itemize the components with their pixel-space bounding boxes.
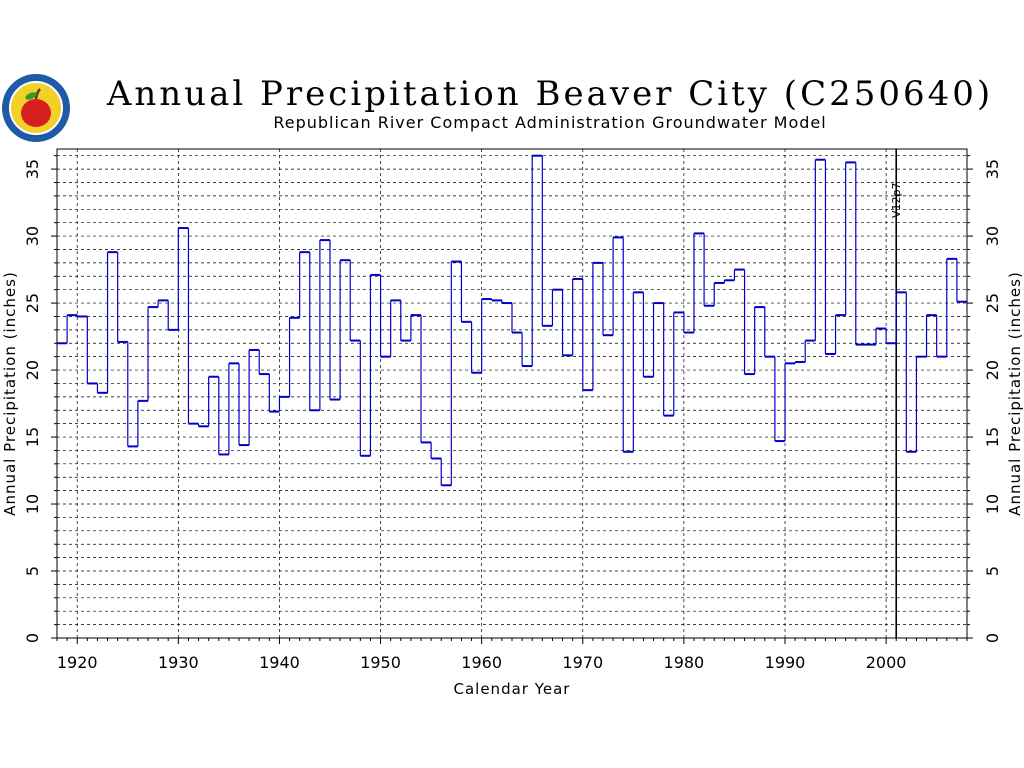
- x-tick-label: 1980: [664, 653, 705, 672]
- series-layer: [57, 154, 967, 487]
- y-tick-label-left: 5: [23, 566, 42, 576]
- leaf-icon: [25, 92, 37, 100]
- y-tick-label-right: 35: [983, 159, 1002, 179]
- y-tick-label-left: 20: [23, 360, 42, 380]
- x-tick-label: 1940: [259, 653, 300, 672]
- grid-layer: [57, 149, 967, 638]
- marker-layer: V12p7: [890, 149, 903, 638]
- chart-title: Annual Precipitation Beaver City (C25064…: [106, 74, 994, 114]
- y-tick-label-left: 30: [23, 226, 42, 246]
- x-tick-label: 1920: [57, 653, 98, 672]
- y-tick-label-right: 25: [983, 293, 1002, 313]
- y-axis-label-right: Annual Precipitation (inches): [1006, 271, 1024, 516]
- y-tick-label-right: 20: [983, 360, 1002, 380]
- x-tick-label: 1970: [562, 653, 603, 672]
- y-tick-label-right: 10: [983, 494, 1002, 514]
- marker-label: V12p7: [890, 182, 903, 218]
- axis-label-layer: Calendar Year Annual Precipitation (inche…: [1, 271, 1024, 698]
- tick-layer: 0 0 5 5 10 10 15 15 20 20 25 25 30 30 35 35 1920 1930 1940…: [23, 155, 1002, 672]
- y-tick-label-left: 0: [23, 633, 42, 643]
- y-axis-label-left: Annual Precipitation (inches): [1, 271, 19, 516]
- y-tick-label-left: 25: [23, 293, 42, 313]
- y-tick-label-left: 35: [23, 159, 42, 179]
- plot-frame: [56, 148, 968, 639]
- x-tick-label: 1990: [765, 653, 806, 672]
- y-tick-label-right: 30: [983, 226, 1002, 246]
- x-axis-label: Calendar Year: [454, 680, 571, 698]
- chart-subtitle: Republican River Compact Administration …: [273, 113, 827, 132]
- y-tick-label-right: 0: [983, 633, 1002, 643]
- x-tick-label: 1960: [461, 653, 502, 672]
- apple-stem-icon: [34, 88, 41, 100]
- x-tick-label: 2000: [866, 653, 907, 672]
- y-tick-label-right: 15: [983, 427, 1002, 447]
- logo-seal: [2, 74, 70, 142]
- y-tick-label-left: 10: [23, 494, 42, 514]
- y-tick-label-right: 5: [983, 566, 1002, 576]
- apple-icon: [21, 99, 51, 127]
- x-tick-label: 1930: [158, 653, 199, 672]
- y-tick-label-left: 15: [23, 427, 42, 447]
- x-tick-label: 1950: [360, 653, 401, 672]
